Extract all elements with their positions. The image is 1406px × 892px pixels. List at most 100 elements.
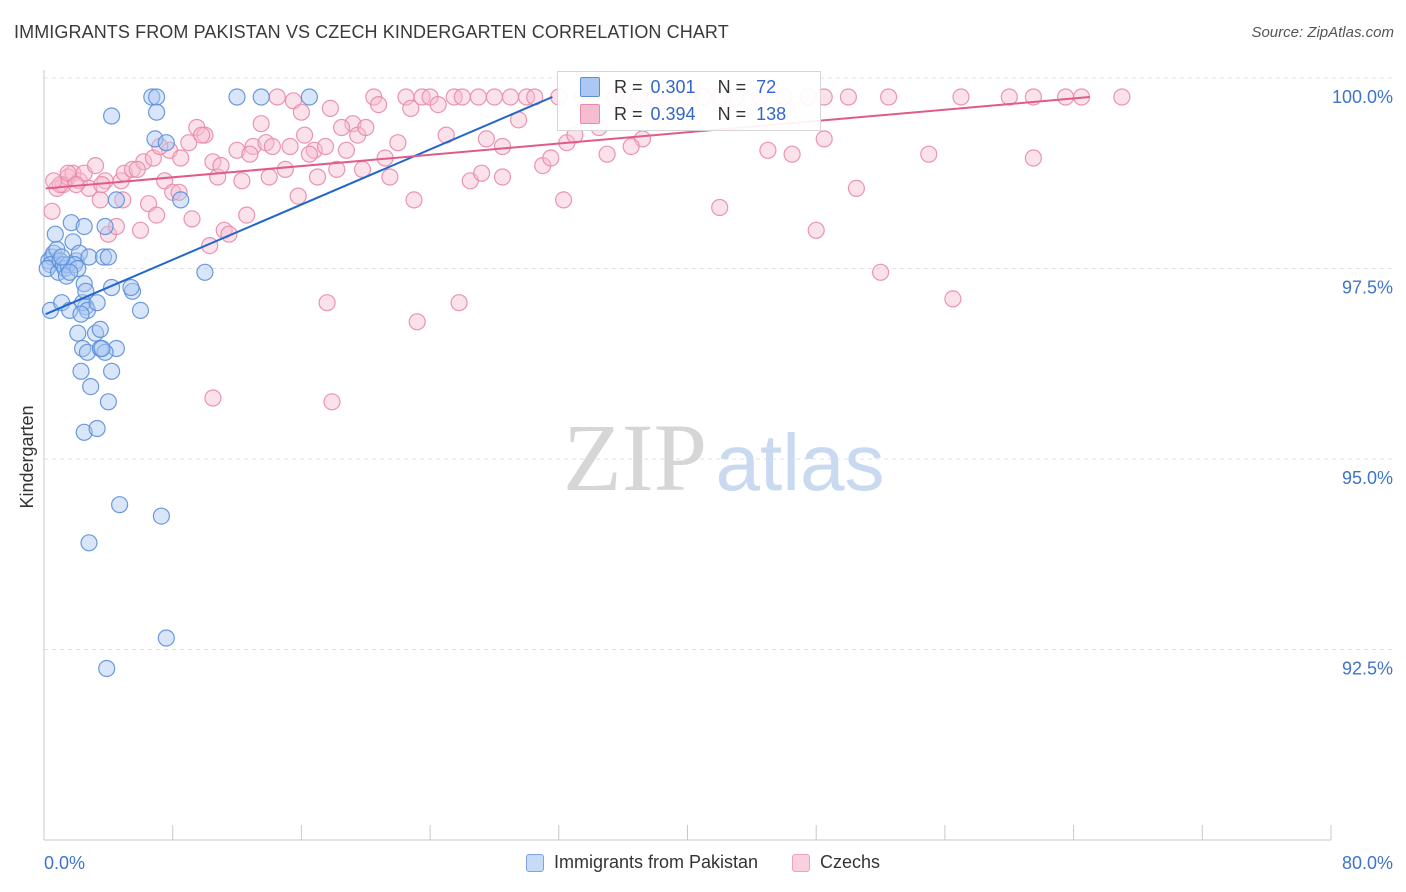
czechs-point [233, 172, 251, 190]
y-axis-label: Kindergarten [17, 405, 37, 508]
pakistan-point [62, 214, 80, 232]
czechs-point [296, 126, 314, 144]
pakistan-point [196, 263, 214, 281]
czechs-point [839, 88, 858, 106]
czechs-point [193, 126, 211, 144]
pakistan-point [300, 88, 318, 106]
source-label: Source: ZipAtlas.com [1251, 24, 1394, 41]
czechs-point [622, 137, 640, 156]
czechs-point [408, 313, 426, 331]
pakistan-point [157, 134, 175, 152]
czechs-point [405, 191, 423, 209]
czechs-point [389, 134, 407, 152]
czechs-point [318, 294, 336, 312]
czechs-point [759, 141, 777, 159]
pakistan-point [148, 88, 166, 106]
pakistan-point [172, 191, 190, 209]
legend-item-czechs[interactable]: Czechs [792, 852, 880, 873]
pakistan-point [96, 217, 114, 236]
stats-row-czechs: R = 0.394 N = 138 [580, 101, 786, 127]
czechs-point [328, 160, 346, 178]
czechs-point [321, 99, 339, 118]
czechs-point [268, 88, 286, 106]
czechs-point [952, 88, 970, 106]
czechs-point [783, 145, 801, 163]
czechs-point [469, 88, 487, 106]
pakistan-point [80, 248, 98, 266]
czechs-point [128, 160, 146, 178]
n-label: N = [717, 76, 747, 97]
czechs-point [1113, 88, 1131, 106]
pakistan-point [72, 305, 90, 323]
czechs-point [323, 393, 341, 411]
czechs-point [944, 290, 962, 308]
pakistan-point [93, 339, 111, 358]
pakistan-point [99, 393, 118, 411]
y-tick-label: 92.5% [1342, 659, 1393, 679]
pakistan-point [61, 263, 79, 281]
pakistan-point [91, 320, 109, 338]
pakistan-point [107, 191, 126, 209]
czechs-point [263, 137, 281, 156]
pakistan-point [102, 362, 121, 380]
pakistan-point [53, 248, 71, 266]
pakistan-point [107, 339, 126, 358]
czechs-point [473, 164, 491, 182]
pakistan-point [88, 419, 106, 438]
czechs-point [172, 149, 190, 167]
pakistan-point [69, 324, 87, 342]
tick-labels: 92.5% 95.0% 97.5% 100.0% 0.0% 80.0% [44, 87, 1393, 873]
legend-swatch-pink [792, 853, 811, 872]
czechs-point [316, 137, 335, 156]
legend-label-pakistan: Immigrants from Pakistan [553, 852, 759, 872]
czechs-point [1024, 149, 1043, 167]
pakistan-point [80, 534, 98, 552]
czechs-point [292, 103, 310, 121]
legend-swatch-blue [525, 853, 544, 872]
pakistan-point [88, 294, 106, 312]
pakistan-point [152, 507, 170, 525]
czechs-point [477, 130, 495, 148]
czechs-point [485, 88, 503, 106]
czechs-point [131, 221, 150, 239]
czechs-point [807, 221, 825, 239]
czechs-point [1056, 88, 1075, 106]
n-value: 138 [756, 103, 787, 124]
stats-box: R = 0.301 N = 72 R = 0.394 N = 138 [557, 71, 821, 131]
czechs-point [357, 118, 375, 137]
watermark-atlas: atlas [716, 418, 885, 507]
n-value: 72 [756, 76, 777, 97]
pakistan-point [75, 217, 93, 236]
czechs-point [429, 95, 447, 114]
pakistan-trendline [45, 96, 553, 316]
pakistan-point [69, 259, 87, 278]
czechs-point [183, 210, 201, 228]
pakistan-point [98, 659, 116, 678]
czechs-point [276, 160, 294, 178]
czechs-point [45, 172, 63, 190]
czechs-point [281, 137, 299, 156]
pakistan-point [146, 130, 164, 148]
czechs-point [252, 115, 270, 133]
czechs-point [847, 179, 866, 197]
pakistan-point [143, 88, 161, 106]
y-tick-label: 100.0% [1332, 87, 1393, 107]
czechs-point [453, 88, 471, 106]
chart-title: IMMIGRANTS FROM PAKISTAN VS CZECH KINDER… [14, 22, 729, 42]
czechs-point [241, 145, 259, 163]
r-value: 0.394 [650, 103, 696, 124]
czechs-trendline [45, 96, 1090, 190]
legend-item-pakistan[interactable]: Immigrants from Pakistan [525, 852, 759, 873]
czechs-point [300, 145, 318, 163]
watermark-zip: ZIP [563, 404, 707, 511]
pakistan-point [252, 88, 270, 106]
pakistan-point [102, 107, 121, 125]
czechs-points [43, 88, 1131, 411]
y-tick-label: 95.0% [1342, 468, 1393, 488]
pakistan-point [122, 278, 140, 297]
czechs-point [542, 149, 560, 167]
pakistan-point [228, 88, 246, 106]
stats-swatch-pink [580, 104, 600, 124]
czechs-point [212, 157, 230, 175]
